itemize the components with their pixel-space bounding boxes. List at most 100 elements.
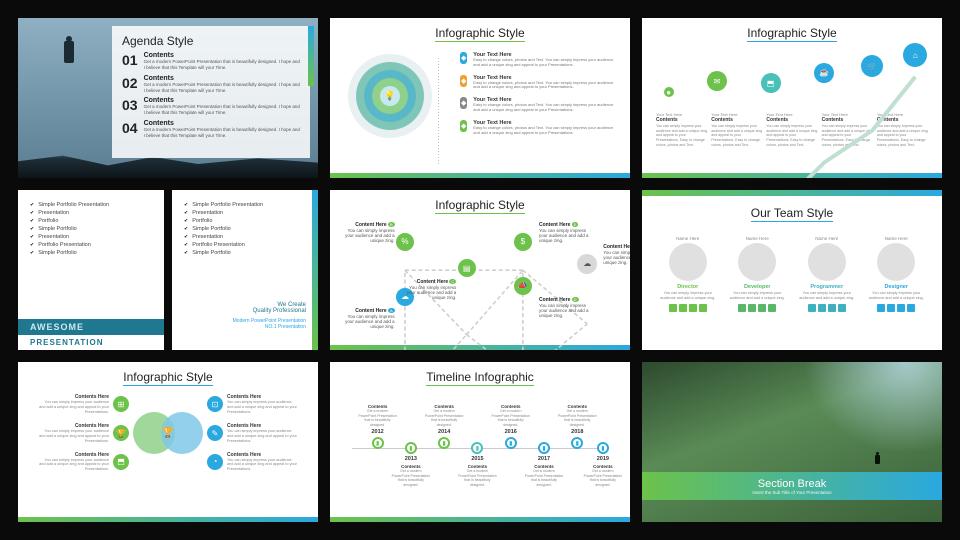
- agenda-item: 02 Contents Get a modern PowerPoint Pres…: [122, 75, 300, 94]
- check-item: Simple Portfolio Presentation: [30, 202, 152, 208]
- member-role: Director: [677, 284, 698, 290]
- legend-desc: Easy to change colors, photos and Text. …: [473, 103, 620, 113]
- venn-diagram: 🏆: [133, 408, 203, 458]
- graph-node: $: [514, 233, 532, 251]
- agenda-list: 01 Contents Get a modern PowerPoint Pres…: [122, 52, 300, 139]
- graph-node: 📣: [514, 277, 532, 295]
- tl-dot: ▮: [597, 442, 609, 454]
- legend-item: ◆ Your Text Here Easy to change colors, …: [460, 120, 620, 136]
- agenda-num: 03: [122, 97, 138, 113]
- timeline-entry: ▮ 2017 Contents Get a modern PowerPoint …: [524, 442, 564, 487]
- check-item: Portfolio: [30, 218, 152, 224]
- tl-desc: Get a modern PowerPoint Presentation tha…: [358, 409, 398, 427]
- check-item: Simple Portfolio: [30, 250, 152, 256]
- social-icon[interactable]: [679, 304, 687, 312]
- tl-year: 2017: [524, 456, 564, 462]
- agenda-desc: Get a modern PowerPoint Presentation tha…: [144, 59, 300, 71]
- member-desc: You can simply impress your audience and…: [865, 291, 929, 301]
- team-member: Name Here Programmer You can simply impr…: [795, 236, 859, 312]
- venn-item: ⊞ Contents HereYou can simply impress yo…: [39, 394, 129, 415]
- item-desc: You can simply impress your audience and…: [39, 458, 109, 473]
- slide-title: Our Team Style: [652, 206, 932, 222]
- social-icon[interactable]: [907, 304, 915, 312]
- social-icon[interactable]: [748, 304, 756, 312]
- item-icon: 🏆: [113, 425, 129, 441]
- item-desc: You can simply impress your audience and…: [39, 429, 109, 444]
- graph-label: Content Here D You can simply impress yo…: [539, 297, 593, 318]
- agenda-label: Contents: [144, 120, 300, 127]
- venn-item: ⊡ Contents HereYou can simply impress yo…: [207, 394, 297, 415]
- trophy-icon: 🏆: [162, 428, 174, 439]
- agenda-desc: Get a modern PowerPoint Presentation tha…: [144, 82, 300, 94]
- slide-agenda: Agenda Style 01 Contents Get a modern Po…: [18, 18, 318, 178]
- legend-icon: ◆: [460, 52, 467, 64]
- graph-label: Content Here A You can simply impress yo…: [341, 308, 395, 329]
- social-icon[interactable]: [887, 304, 895, 312]
- social-icon[interactable]: [689, 304, 697, 312]
- member-role: Designer: [884, 284, 908, 290]
- social-icon[interactable]: [669, 304, 677, 312]
- member-role: Programmer: [810, 284, 843, 290]
- brand-line2: PRESENTATION: [18, 335, 164, 350]
- check-item: Portfolio Presentation: [30, 242, 152, 248]
- legend-desc: Easy to change colors, photos and Text. …: [473, 58, 620, 68]
- social-icon[interactable]: [818, 304, 826, 312]
- brand-line1: AWESOME: [18, 319, 164, 335]
- social-icon[interactable]: [838, 304, 846, 312]
- check-item: Simple Portfolio: [184, 250, 306, 256]
- tl-dot: ▮: [438, 437, 450, 449]
- item-icon: ✎: [207, 425, 223, 441]
- section-title: Section Break: [758, 478, 826, 490]
- slide-team: Our Team Style Name Here Director You ca…: [642, 190, 942, 350]
- venn-item: ⬒ Contents HereYou can simply impress yo…: [39, 452, 129, 473]
- graph-node: ☁: [577, 254, 597, 274]
- tl-desc: Get a modern PowerPoint Presentation tha…: [391, 469, 431, 487]
- man-silhouette: [62, 36, 76, 70]
- slide-timeline: Timeline Infographic Contents Get a mode…: [330, 362, 630, 522]
- member-desc: You can simply impress your audience and…: [656, 291, 720, 301]
- slide-title: Infographic Style: [338, 198, 622, 214]
- social-icon[interactable]: [828, 304, 836, 312]
- agenda-item: 01 Contents Get a modern PowerPoint Pres…: [122, 52, 300, 71]
- agenda-item: 03 Contents Get a modern PowerPoint Pres…: [122, 97, 300, 116]
- connector-lines: [438, 58, 439, 164]
- slide-section-break: Section Break Insert the Sub Title of Yo…: [642, 362, 942, 522]
- graph-label: Content Here B You can simply impress yo…: [341, 222, 395, 243]
- member-social: [738, 304, 776, 312]
- social-icon[interactable]: [738, 304, 746, 312]
- check-item: Presentation: [30, 234, 152, 240]
- legend-icon: ◆: [460, 75, 467, 87]
- social-icon[interactable]: [768, 304, 776, 312]
- tl-dot: ▮: [571, 437, 583, 449]
- member-avatar: [738, 243, 776, 281]
- member-social: [669, 304, 707, 312]
- member-desc: You can simply impress your audience and…: [795, 291, 859, 301]
- rings-legend: ◆ Your Text Here Easy to change colors, …: [460, 52, 620, 142]
- tl-year: 2012: [358, 429, 398, 435]
- agenda-num: 01: [122, 52, 138, 68]
- tl-dot: ▮: [471, 442, 483, 454]
- agenda-panel: Agenda Style 01 Contents Get a modern Po…: [112, 26, 310, 158]
- check-item: Portfolio: [184, 218, 306, 224]
- venn-item: 🏆 Contents HereYou can simply impress yo…: [39, 423, 129, 444]
- check-item: Presentation: [184, 234, 306, 240]
- accent-strip: [308, 26, 314, 86]
- light-ray: [762, 362, 942, 490]
- network-graph: ☁ Content Here A You can simply impress …: [346, 222, 614, 332]
- social-icon[interactable]: [699, 304, 707, 312]
- tl-desc: Get a modern PowerPoint Presentation tha…: [583, 469, 623, 487]
- legend-icon: ◆: [460, 97, 467, 109]
- team-member: Name Here Developer You can simply impre…: [726, 236, 790, 312]
- legend-item: ◆ Your Text Here Easy to change colors, …: [460, 97, 620, 113]
- agenda-desc: Get a modern PowerPoint Presentation tha…: [144, 104, 300, 116]
- slide-awesome-presentation: Simple Portfolio Presentation Presentatio…: [18, 190, 318, 350]
- social-icon[interactable]: [758, 304, 766, 312]
- member-name: Name Here: [676, 236, 699, 241]
- legend-icon: ◆: [460, 120, 467, 132]
- social-icon[interactable]: [897, 304, 905, 312]
- social-icon[interactable]: [877, 304, 885, 312]
- social-icon[interactable]: [808, 304, 816, 312]
- agenda-num: 02: [122, 75, 138, 91]
- checklist-right: Simple Portfolio PresentationPresentatio…: [184, 202, 306, 256]
- member-avatar: [808, 243, 846, 281]
